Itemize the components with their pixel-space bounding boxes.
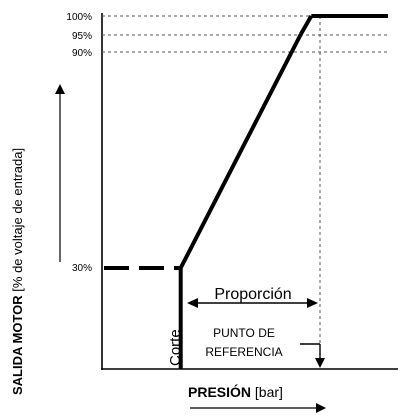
setpoint-arrow (300, 343, 325, 368)
tick-90: 90% (72, 48, 92, 59)
y-axis-label-rest: [% de voltaje de entrada] (10, 148, 25, 295)
series-segment (178, 33, 303, 269)
y-label-arrow (55, 84, 65, 262)
label-setpoint-line2: REFERENCIA (205, 345, 282, 359)
label-setpoint-line1: PUNTO DE (213, 326, 275, 340)
proportion-arrow (187, 298, 318, 308)
series-segment (299, 15, 314, 35)
x-axis-label-bold: PRESIÓN (188, 383, 251, 400)
label-proportion: Proporción (214, 286, 291, 303)
guide-lines (102, 15, 390, 362)
y-axis-label: SALIDA MOTOR [% de voltaje de entrada] (10, 148, 25, 395)
arrowhead-right (307, 298, 318, 308)
arrowhead-left (187, 298, 198, 308)
tick-95: 95% (72, 31, 92, 42)
tick-100: 100% (66, 12, 92, 23)
x-axis-label: PRESIÓN [bar] (188, 383, 283, 400)
setpoint-arrowhead (315, 358, 325, 368)
series-group (104, 14, 388, 369)
label-cutoff: Corte (167, 329, 184, 366)
x-axis-label-rest: [bar] (251, 384, 283, 400)
tick-30: 30% (72, 263, 92, 274)
x-label-arrow (190, 403, 326, 413)
y-axis-label-bold: SALIDA MOTOR (10, 295, 25, 395)
